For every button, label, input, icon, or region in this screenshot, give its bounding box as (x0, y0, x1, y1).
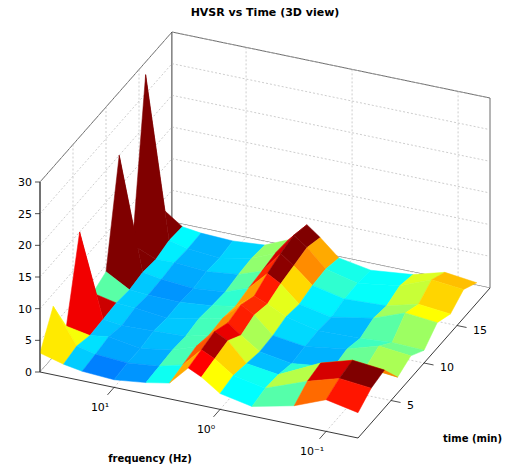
grid-line (172, 159, 490, 225)
surface-cell (326, 378, 371, 412)
x-tick (319, 431, 326, 439)
z-tick (35, 372, 40, 373)
y-tick (424, 363, 434, 365)
x-tick (107, 387, 114, 395)
walls (40, 32, 490, 438)
z-tick-label: 25 (18, 208, 32, 221)
y-tick-label: 15 (473, 324, 487, 337)
grid-line (172, 95, 490, 161)
z-tick (35, 182, 40, 183)
z-tick-label: 30 (18, 176, 32, 189)
z-tick-label: 5 (25, 334, 32, 347)
y-tick (391, 401, 401, 403)
grid-line (172, 32, 490, 98)
x-axis-title: frequency (Hz) (108, 453, 192, 464)
axes: 0 5 10 15 20 25 30 10¹ 10⁰ 10⁻¹ 5 10 15 (18, 176, 490, 459)
z-tick-label: 0 (25, 366, 32, 379)
z-tick (35, 245, 40, 246)
left-wall (40, 32, 172, 372)
z-tick (35, 340, 40, 341)
z-tick-label: 10 (18, 303, 32, 316)
z-tick-label: 15 (18, 271, 32, 284)
surface (40, 75, 477, 413)
z-tick (35, 277, 40, 278)
x-tick-label: 10⁻¹ (300, 445, 324, 458)
grid-line (172, 64, 490, 130)
grid-line (458, 91, 459, 281)
surface-cell (66, 232, 103, 335)
grid-line (352, 69, 353, 259)
y-tick (457, 326, 467, 328)
x-tick-label: 10⁰ (197, 423, 216, 436)
grid-line (172, 127, 490, 193)
surface-cell (106, 155, 143, 290)
x-axis-line (40, 372, 358, 438)
z-tick (35, 308, 40, 309)
z-tick-label: 20 (18, 239, 32, 252)
grid (40, 32, 490, 431)
y-axis-title: time (min) (443, 433, 502, 444)
back-wall (172, 32, 490, 288)
floor (40, 222, 490, 438)
y-tick-label: 10 (440, 361, 454, 374)
x-tick (213, 409, 220, 417)
z-tick (35, 213, 40, 214)
y-axis-line (358, 288, 490, 438)
title: HVSR vs Time (3D view) (191, 6, 340, 19)
surface-cell (132, 75, 169, 260)
chart: 0 5 10 15 20 25 30 10¹ 10⁰ 10⁻¹ 5 10 15 HVSR vs Time … (0, 0, 508, 470)
x-tick-label: 10¹ (91, 401, 109, 414)
y-tick-label: 5 (407, 399, 414, 412)
grid-line (246, 47, 247, 237)
